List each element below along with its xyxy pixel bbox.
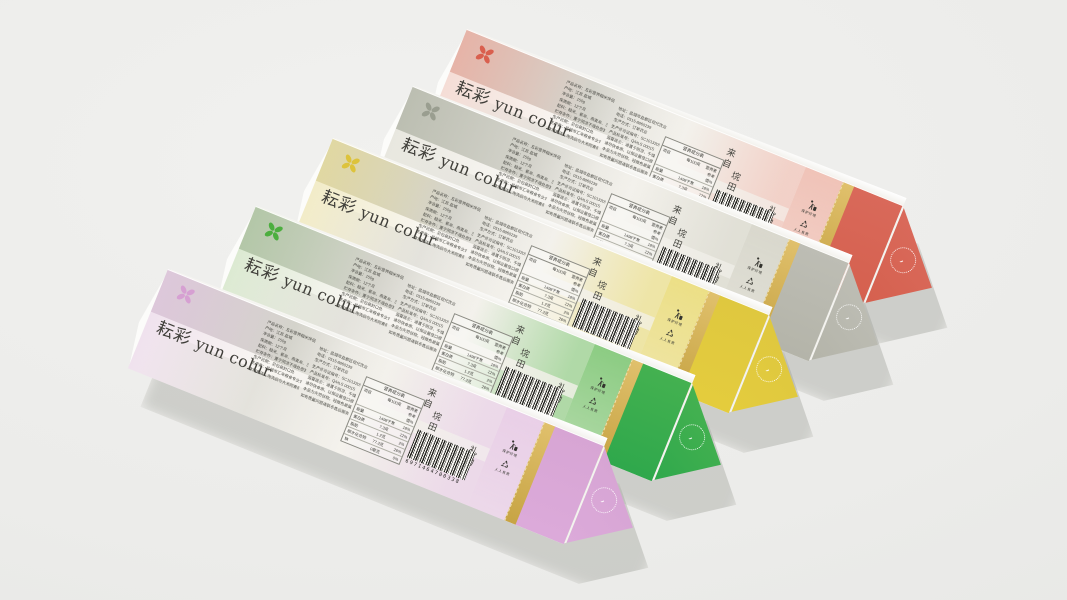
eco-icons: 保护环境 人人有责 [571, 344, 632, 419]
recycle-icon: 人人有责 [659, 326, 680, 347]
eco-icons: 保护环境 人人有责 [728, 224, 789, 299]
box-printed-face: 耘彩 yun colur 产品名称：五彩营养糙米伴侣 产地：江苏 盐城 净含量：… [426, 29, 903, 305]
eco-icons: 保护环境 人人有责 [483, 407, 544, 482]
flower-logo-icon [261, 218, 287, 244]
tidy-man-icon: 保护环境 [666, 306, 687, 328]
package-box-coral-red: 耘彩 yun colur 产品名称：五彩营养糙米伴侣 产地：江苏 盐城 净含量：… [427, 29, 954, 324]
package-box-sage-grey: 耘彩 yun colur 产品名称：五彩营养糙米伴侣 产地：江苏 盐城 净含量：… [373, 86, 900, 381]
package-box-field-green: 耘彩 yun colur 产品名称：五彩营养糙米伴侣 产地：江苏 盐城 净含量：… [216, 206, 743, 501]
tail-light-color-block: 保护环境 人人有责 [632, 276, 710, 390]
round-stamp-icon: , [586, 482, 623, 519]
round-stamp-icon: , [751, 351, 788, 388]
flower-logo-icon [472, 41, 498, 67]
package-box-mustard-yellow: 耘彩 yun colur 产品名称：五彩营养糙米伴侣 产地：江苏 盐城 净含量：… [293, 138, 820, 433]
recycle-icon: 人人有责 [494, 457, 515, 478]
tidy-man-icon: 保护环境 [746, 254, 767, 276]
tail-light-color-block: 保护环境 人人有责 [712, 224, 790, 338]
tail-light-color-block: 保护环境 人人有责 [766, 167, 844, 281]
recycle-icon: 人人有责 [739, 274, 760, 295]
package-box-lilac-purple: 耘彩 yun colur 产品名称：五彩营养糙米伴侣 产地：江苏 盐城 净含量：… [128, 269, 655, 564]
recycle-icon: 人人有责 [793, 217, 814, 238]
recycle-icon: 人人有责 [582, 394, 603, 415]
eco-icons: 保护环境 人人有责 [648, 276, 709, 351]
tidy-man-icon: 保护环境 [589, 374, 610, 396]
round-stamp-icon: , [885, 242, 922, 279]
tail-light-color-block: 保护环境 人人有责 [467, 407, 545, 521]
box-printed-face: 耘彩 yun colur 产品名称：五彩营养糙米伴侣 产地：江苏 盐城 净含量：… [292, 138, 769, 414]
round-stamp-icon: , [674, 419, 711, 456]
flower-logo-icon [338, 150, 364, 176]
tail-light-color-block: 保护环境 人人有责 [555, 344, 633, 458]
tidy-man-icon: 保护环境 [800, 197, 821, 219]
box-printed-face: 耘彩 yun colur 产品名称：五彩营养糙米伴侣 产地：江苏 盐城 净含量：… [372, 86, 849, 362]
tidy-man-icon: 保护环境 [501, 437, 522, 459]
box-printed-face: 耘彩 yun colur 产品名称：五彩营养糙米伴侣 产地：江苏 盐城 净含量：… [127, 269, 604, 545]
flower-logo-icon [173, 281, 199, 307]
round-stamp-icon: , [831, 299, 868, 336]
box-printed-face: 耘彩 yun colur 产品名称：五彩营养糙米伴侣 产地：江苏 盐城 净含量：… [215, 206, 692, 482]
flower-logo-icon [418, 98, 444, 124]
eco-icons: 保护环境 人人有责 [782, 167, 843, 242]
